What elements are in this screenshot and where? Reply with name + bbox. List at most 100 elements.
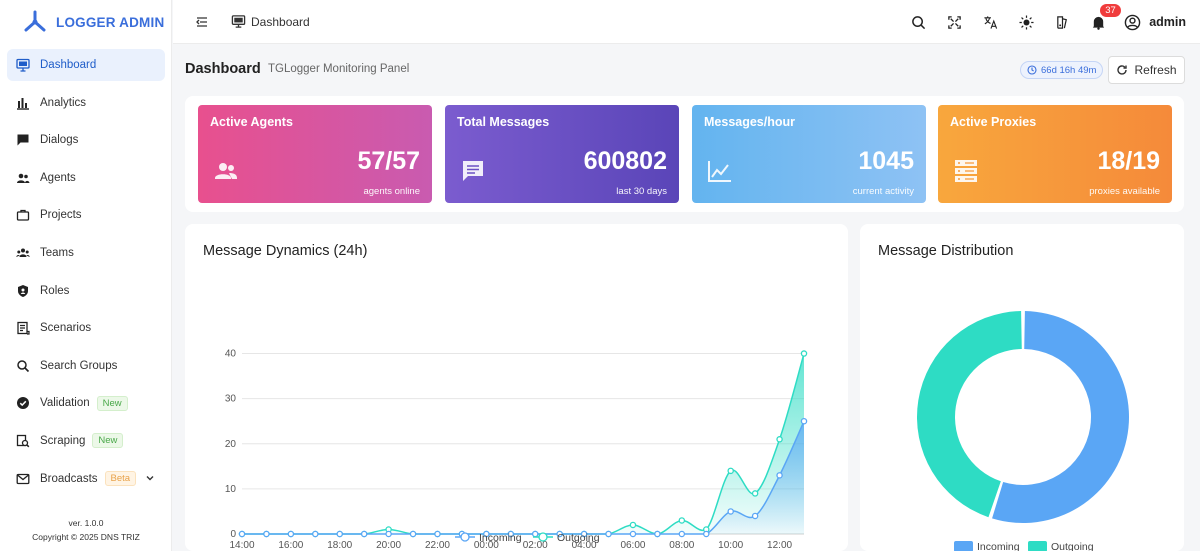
data-point-outgoing[interactable]: [800, 350, 808, 357]
app-title: LOGGER ADMIN: [56, 14, 165, 30]
stat-card-messages-hour[interactable]: Messages/hour 1045 current activity: [692, 105, 926, 203]
scrape-icon: [16, 434, 30, 448]
theme-toggle-button[interactable]: [1008, 0, 1044, 44]
data-point-outgoing[interactable]: [776, 436, 783, 443]
legend-label[interactable]: Outgoing: [1051, 541, 1094, 551]
data-point-incoming[interactable]: [312, 530, 319, 538]
user-menu[interactable]: admin: [1116, 14, 1200, 31]
y-tick-label: 0: [230, 529, 236, 540]
x-tick-label: 02:00: [523, 540, 548, 551]
panel-title: Message Dynamics (24h): [203, 243, 368, 259]
sidebar-item-agents[interactable]: Agents: [7, 162, 165, 194]
panel-title: Message Distribution: [878, 243, 1014, 259]
sidebar-item-broadcasts[interactable]: Broadcasts Beta: [7, 463, 165, 495]
sidebar-item-dashboard[interactable]: Dashboard: [7, 49, 165, 81]
data-point-incoming[interactable]: [800, 417, 808, 425]
refresh-label: Refresh: [1134, 63, 1177, 77]
user-avatar-icon: [1124, 14, 1141, 30]
data-point-incoming[interactable]: [776, 472, 783, 479]
x-tick-label: 22:00: [425, 540, 450, 551]
chat-icon: [16, 133, 30, 147]
app-logo[interactable]: LOGGER ADMIN: [0, 0, 171, 44]
data-point-incoming[interactable]: [238, 530, 246, 538]
sidebar-item-label: Scenarios: [40, 322, 92, 335]
data-point-incoming[interactable]: [751, 512, 759, 520]
data-point-incoming[interactable]: [483, 530, 490, 538]
legend-swatch: [1028, 541, 1047, 551]
data-point-incoming[interactable]: [385, 530, 392, 538]
search-button[interactable]: [900, 0, 936, 44]
stat-card-total-messages[interactable]: Total Messages 600802 last 30 days: [445, 105, 679, 203]
y-tick-label: 30: [225, 394, 237, 405]
sidebar-item-projects[interactable]: Projects: [7, 199, 165, 231]
legend-label[interactable]: Incoming: [479, 532, 522, 544]
pie-slice-outgoing[interactable]: [917, 311, 1022, 518]
chevron-down-icon[interactable]: [145, 473, 155, 483]
agents-icon: [215, 163, 237, 179]
sidebar-item-label: Analytics: [40, 96, 87, 109]
sidebar-item-teams[interactable]: Teams: [7, 237, 165, 269]
legend-label[interactable]: Incoming: [977, 541, 1020, 551]
y-tick-label: 10: [225, 484, 237, 495]
palette-button[interactable]: [1044, 0, 1080, 44]
data-point-incoming[interactable]: [629, 530, 637, 538]
stat-subtitle: current activity: [852, 186, 914, 197]
breadcrumb-label: Dashboard: [251, 14, 310, 29]
sidebar-item-validation[interactable]: Validation New: [7, 387, 165, 419]
app-version: ver. 1.0.0: [68, 518, 104, 528]
search-icon: [16, 359, 30, 373]
sidebar-item-analytics[interactable]: Analytics: [7, 87, 165, 119]
server-icon: [955, 160, 977, 182]
uptime-badge: 66d 16h 49m: [1020, 61, 1104, 79]
message-dynamics-chart: 0 10 20 30 40 14:00 16:00 18:00 20:00 22:00 00:00 0…: [225, 349, 808, 551]
data-point-incoming[interactable]: [580, 530, 588, 538]
stat-subtitle: proxies available: [1089, 186, 1160, 197]
data-point-incoming[interactable]: [336, 530, 343, 538]
message-icon: [463, 161, 483, 181]
data-point-outgoing[interactable]: [751, 490, 759, 497]
data-point-incoming[interactable]: [434, 530, 441, 538]
stat-value: 600802: [583, 147, 667, 175]
stat-title: Messages/hour: [704, 115, 796, 129]
sidebar-footer: ver. 1.0.0 Copyright © 2025 DNS TRIZ: [0, 516, 172, 544]
translate-icon: [984, 15, 997, 29]
data-point-incoming[interactable]: [703, 530, 710, 538]
data-point-incoming[interactable]: [263, 530, 270, 538]
sidebar-item-search-groups[interactable]: Search Groups: [7, 350, 165, 382]
language-button[interactable]: [972, 0, 1008, 44]
sidebar-item-dialogs[interactable]: Dialogs: [7, 124, 165, 156]
collapse-menu-icon[interactable]: [195, 15, 209, 29]
data-point-incoming[interactable]: [556, 530, 563, 538]
data-point-outgoing[interactable]: [727, 467, 734, 475]
data-point-incoming[interactable]: [409, 530, 417, 538]
sidebar-item-label: Teams: [40, 246, 74, 259]
data-point-incoming[interactable]: [287, 530, 295, 538]
sidebar-item-roles[interactable]: Roles: [7, 275, 165, 307]
pie-slice-incoming[interactable]: [992, 311, 1129, 523]
scenario-icon: [16, 321, 30, 335]
stat-card-active-proxies[interactable]: Active Proxies 18/19 proxies available: [938, 105, 1172, 203]
stat-title: Active Proxies: [950, 115, 1037, 129]
data-point-outgoing[interactable]: [678, 517, 686, 524]
data-point-outgoing[interactable]: [629, 521, 637, 529]
notifications-button[interactable]: 37: [1080, 0, 1121, 44]
data-point-incoming[interactable]: [360, 530, 368, 538]
fullscreen-button[interactable]: [936, 0, 972, 44]
x-tick-label: 18:00: [327, 540, 352, 551]
data-point-incoming[interactable]: [605, 530, 612, 538]
notification-badge: 37: [1100, 4, 1121, 17]
sidebar-item-scenarios[interactable]: Scenarios: [7, 312, 165, 344]
stat-card-active-agents[interactable]: Active Agents 57/57 agents online: [198, 105, 432, 203]
data-point-incoming[interactable]: [531, 530, 539, 538]
data-point-incoming[interactable]: [727, 508, 734, 515]
refresh-icon: [1117, 65, 1128, 75]
sidebar-item-scraping[interactable]: Scraping New: [7, 425, 165, 457]
data-point-incoming[interactable]: [654, 530, 661, 538]
breadcrumb[interactable]: Dashboard: [231, 14, 310, 29]
x-tick-label: 08:00: [669, 540, 694, 551]
sun-icon: [1019, 14, 1034, 30]
legend-label[interactable]: Outgoing: [557, 532, 600, 544]
refresh-button[interactable]: Refresh: [1108, 56, 1185, 84]
data-point-incoming[interactable]: [507, 530, 515, 538]
data-point-incoming[interactable]: [678, 530, 686, 538]
